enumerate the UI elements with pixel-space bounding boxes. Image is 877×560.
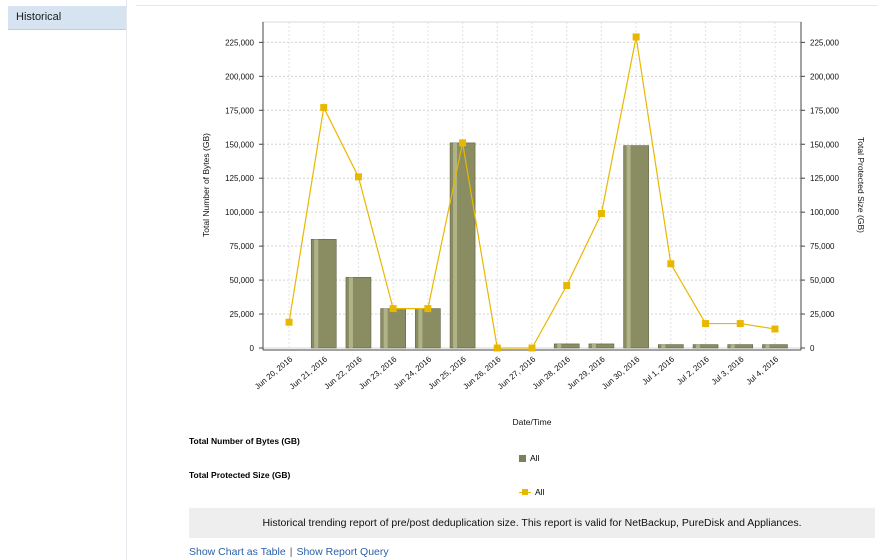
line-point bbox=[424, 305, 432, 313]
legend-label-bars: All bbox=[530, 453, 540, 463]
bar bbox=[692, 344, 719, 349]
line-point bbox=[597, 210, 605, 218]
bar-swatch-icon bbox=[519, 454, 526, 462]
line-marker-swatch-icon bbox=[519, 488, 531, 496]
report-description: Historical trending report of pre/post d… bbox=[189, 508, 875, 538]
y-tick-label-right: 75,000 bbox=[810, 242, 835, 251]
line-point bbox=[736, 320, 744, 328]
trend-chart: 0 0 25,000 25,000 50,000 50,000 75,000 75,000 10… bbox=[201, 21, 866, 427]
bar bbox=[727, 344, 754, 349]
line-point bbox=[354, 173, 362, 181]
y-tick-label-right: 200,000 bbox=[810, 72, 839, 81]
sidebar: Historical bbox=[0, 0, 127, 560]
x-tick-label: Jun 30, 2016 bbox=[600, 354, 642, 391]
line-point bbox=[667, 260, 675, 268]
y-tick-label-left: 200,000 bbox=[225, 72, 254, 81]
y-tick-label-left: 225,000 bbox=[225, 38, 254, 47]
bar-highlight bbox=[348, 277, 353, 348]
x-tick-label: Jul 4, 2016 bbox=[744, 354, 780, 386]
y-tick-label-left: 25,000 bbox=[230, 310, 255, 319]
legend-heading-bytes: Total Number of Bytes (GB) bbox=[189, 436, 300, 446]
y-tick-label-left: 125,000 bbox=[225, 174, 254, 183]
y-tick-label-right: 175,000 bbox=[810, 106, 839, 115]
tab-historical[interactable]: Historical bbox=[8, 6, 126, 30]
bar-highlight bbox=[383, 308, 388, 348]
y-tick-label-right: 150,000 bbox=[810, 140, 839, 149]
y-tick-label-right: 50,000 bbox=[810, 276, 835, 285]
line-point bbox=[459, 139, 467, 147]
line-point bbox=[563, 282, 571, 290]
y-tick-label-right: 25,000 bbox=[810, 310, 835, 319]
x-axis-title: Date/Time bbox=[513, 417, 552, 427]
y-tick-label-left: 0 bbox=[250, 344, 255, 353]
y-tick-label-left: 175,000 bbox=[225, 106, 254, 115]
show-report-query-link[interactable]: Show Report Query bbox=[296, 546, 389, 558]
bar-highlight bbox=[626, 145, 631, 348]
line-point bbox=[702, 320, 710, 328]
line-point bbox=[528, 344, 536, 352]
bar-highlight bbox=[730, 344, 735, 348]
y-axis-title-left: Total Number of Bytes (GB) bbox=[201, 133, 211, 237]
report-links: Show Chart as Table | Show Report Query bbox=[189, 546, 389, 558]
y-tick-label-right: 100,000 bbox=[810, 208, 839, 217]
legend-item-bars: All bbox=[519, 453, 539, 463]
x-tick-label: Jul 1, 2016 bbox=[640, 354, 676, 386]
bar-highlight bbox=[557, 343, 562, 348]
y-tick-label-left: 50,000 bbox=[230, 276, 255, 285]
link-separator: | bbox=[289, 546, 293, 558]
y-tick-label-left: 150,000 bbox=[225, 140, 254, 149]
top-divider bbox=[136, 5, 877, 6]
bar-highlight bbox=[696, 344, 701, 348]
legend-heading-protected: Total Protected Size (GB) bbox=[189, 470, 291, 480]
bar bbox=[553, 343, 580, 349]
y-tick-label-right: 0 bbox=[810, 344, 815, 353]
bar-highlight bbox=[418, 308, 423, 348]
line-point bbox=[389, 305, 397, 313]
line-point bbox=[320, 104, 328, 112]
legend-item-line: All bbox=[519, 487, 544, 497]
y-tick-label-right: 125,000 bbox=[810, 174, 839, 183]
bar bbox=[588, 343, 615, 349]
line-point bbox=[285, 318, 293, 326]
x-tick-label: Jul 3, 2016 bbox=[710, 354, 746, 386]
line-point bbox=[493, 344, 501, 352]
y-tick-label-right: 225,000 bbox=[810, 38, 839, 47]
y-tick-label-left: 75,000 bbox=[230, 242, 255, 251]
show-chart-as-table-link[interactable]: Show Chart as Table bbox=[189, 546, 286, 558]
legend-label-line: All bbox=[535, 487, 545, 497]
bar-highlight bbox=[765, 344, 770, 348]
bar bbox=[762, 344, 788, 349]
bar-highlight bbox=[591, 343, 596, 348]
line-point bbox=[632, 33, 640, 41]
line-point bbox=[771, 325, 779, 333]
x-tick-label: Jul 2, 2016 bbox=[675, 354, 711, 386]
y-tick-label-left: 100,000 bbox=[225, 208, 254, 217]
bar bbox=[658, 344, 684, 349]
y-axis-title-right: Total Protected Size (GB) bbox=[856, 137, 866, 233]
bar-highlight bbox=[661, 344, 666, 348]
bar-highlight bbox=[453, 142, 458, 348]
bar-highlight bbox=[314, 239, 319, 348]
